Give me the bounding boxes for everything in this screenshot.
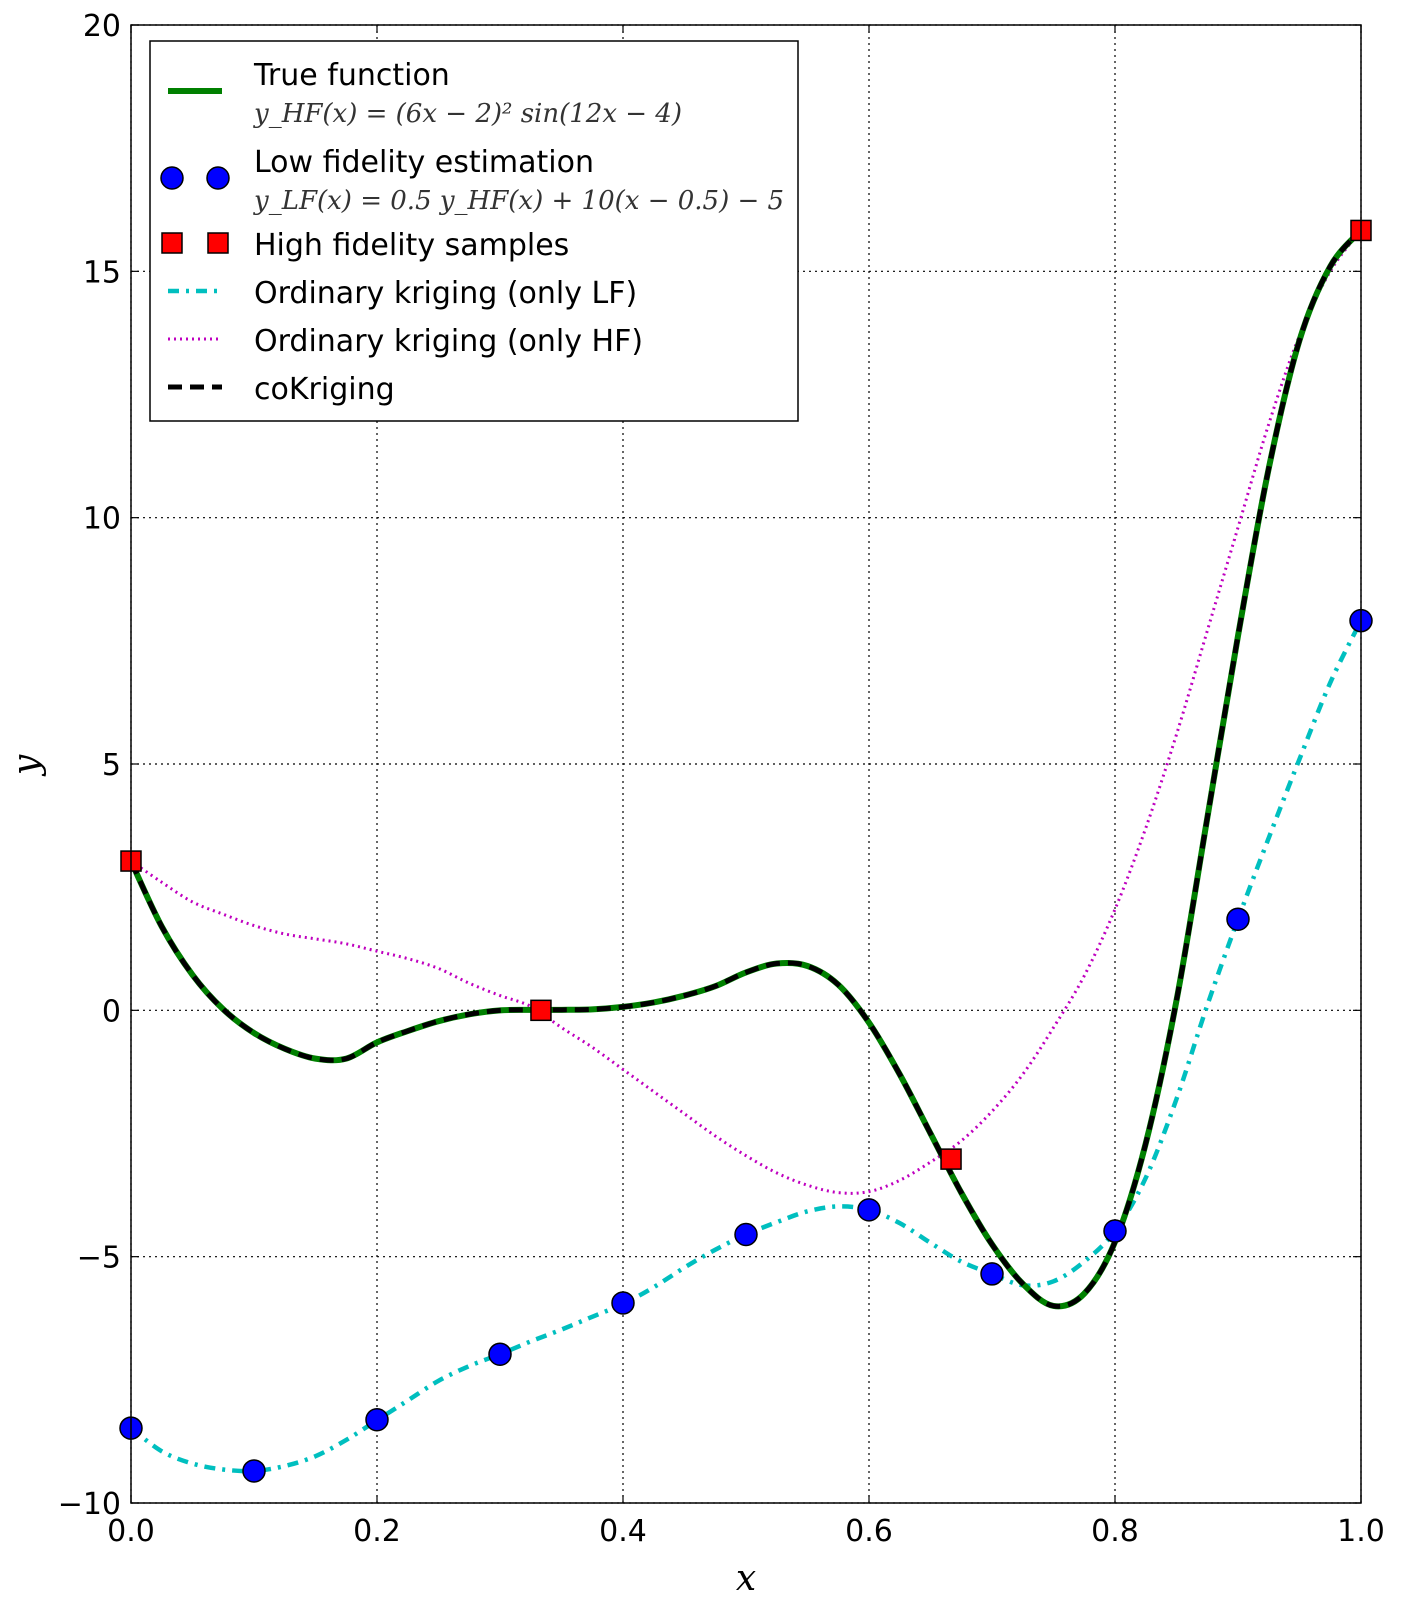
y-tick-label: 20: [83, 9, 121, 44]
lf-sample-point: [1226, 907, 1250, 931]
lf-sample-point: [857, 1198, 881, 1222]
legend-marker-square: [207, 232, 229, 254]
x-tick-label: 0.2: [353, 1514, 401, 1549]
lf-sample-point: [488, 1342, 512, 1366]
y-tick-label: −10: [58, 1487, 121, 1522]
legend-label: True function: [253, 58, 450, 93]
legend-label: High fidelity samples: [254, 228, 569, 263]
legend-formula: y_LF(x) = 0.5 y_HF(x) + 10(x − 0.5) − 5: [253, 186, 784, 216]
legend: True function y_HF(x) = (6x − 2)² sin(12x…: [149, 40, 799, 422]
series-layer: [131, 228, 1361, 1474]
legend-box: [149, 40, 799, 422]
lf-sample-point: [611, 1291, 635, 1315]
lf-sample-point: [734, 1222, 758, 1247]
y-tick-label: 0: [102, 994, 121, 1029]
legend-marker-square: [161, 232, 183, 254]
y-axis-label: y: [6, 754, 47, 777]
legend-label: Low fidelity estimation: [254, 145, 594, 180]
x-tick-label: 0.8: [1091, 1514, 1139, 1549]
series-line-ok_lf: [131, 619, 1361, 1474]
markers-layer: [119, 219, 1373, 1483]
lf-sample-point: [365, 1407, 389, 1432]
legend-label: Ordinary kriging (only LF): [254, 276, 637, 311]
x-tick-label: 0.0: [107, 1514, 155, 1549]
x-axis-label: x: [736, 1558, 756, 1599]
legend-item-ok_lf: Ordinary kriging (only LF): [168, 276, 637, 311]
y-tick-label: 5: [102, 748, 121, 783]
legend-marker-circle: [160, 166, 184, 190]
lf-sample-point: [1103, 1219, 1127, 1243]
legend-item-ok_hf: Ordinary kriging (only HF): [168, 324, 643, 359]
hf-sample-point: [530, 999, 552, 1022]
y-tick-label: −5: [77, 1241, 121, 1276]
x-tick-label: 0.4: [599, 1514, 647, 1549]
legend-item-true: True function y_HF(x) = (6x − 2)² sin(12x…: [168, 58, 682, 129]
hf-sample-point: [940, 1148, 962, 1170]
legend-label: coKriging: [254, 372, 395, 407]
lf-sample-point: [242, 1459, 266, 1483]
lf-sample-point: [980, 1262, 1004, 1286]
legend-item-hf: High fidelity samples: [161, 228, 569, 263]
x-tick-label: 1.0: [1337, 1514, 1385, 1549]
legend-item-cok: coKriging: [168, 372, 395, 407]
y-tick-label: 10: [83, 502, 121, 537]
ticks: 0.0 0.2 0.4 0.6 0.8 1.0 −10 −5 0 5 10 15 20: [58, 9, 1385, 1549]
series-line-cok: [131, 228, 1361, 1309]
x-tick-label: 0.6: [845, 1514, 893, 1549]
y-tick-label: 15: [83, 255, 121, 290]
legend-marker-circle: [206, 166, 230, 190]
legend-item-lf: Low fidelity estimation y_LF(x) = 0.5 y_H…: [160, 145, 784, 216]
legend-label: Ordinary kriging (only HF): [254, 324, 643, 359]
legend-formula: y_HF(x) = (6x − 2)² sin(12x − 4): [253, 99, 682, 129]
